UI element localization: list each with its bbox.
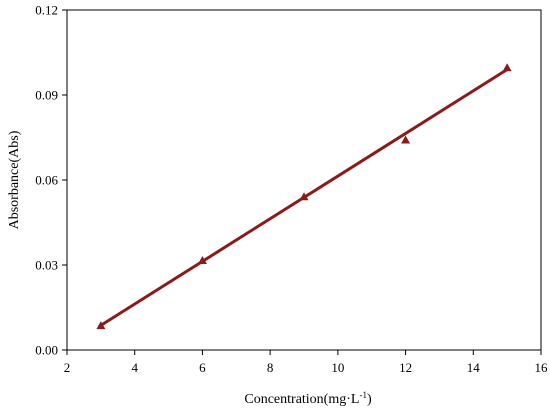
x-tick-label: 8 <box>267 360 274 375</box>
x-tick-label: 2 <box>64 360 71 375</box>
data-point <box>401 135 411 144</box>
y-tick-label: 0.03 <box>35 258 58 273</box>
data-point <box>299 192 309 201</box>
y-tick-label: 0.06 <box>35 173 58 188</box>
data-point <box>502 63 512 72</box>
x-tick-label: 4 <box>131 360 138 375</box>
x-tick-label: 16 <box>535 360 549 375</box>
x-axis-title-main: Concentration(mg·L <box>244 392 359 407</box>
x-tick-label: 12 <box>399 360 412 375</box>
plot-frame <box>66 9 542 351</box>
y-axis-title: Absorbance(Abs) <box>7 130 22 229</box>
data-point <box>197 255 207 264</box>
data-point <box>96 321 106 330</box>
x-axis-ticks: 2 4 6 8 10 12 14 16 <box>64 350 548 375</box>
x-axis-title-superscript: -1 <box>359 390 367 400</box>
x-tick-label: 10 <box>331 360 344 375</box>
y-tick-label: 0.12 <box>35 3 58 18</box>
y-tick-label: 0.09 <box>35 88 58 103</box>
y-tick-label: 0.00 <box>35 343 58 358</box>
y-axis-ticks: 0.00 0.03 0.06 0.09 0.12 <box>35 3 67 358</box>
x-axis-title: Concentration(mg·L-1) <box>244 390 372 407</box>
x-tick-label: 6 <box>199 360 206 375</box>
data-points <box>96 63 512 330</box>
x-tick-label: 14 <box>467 360 481 375</box>
x-axis-title-suffix: ) <box>367 392 372 407</box>
